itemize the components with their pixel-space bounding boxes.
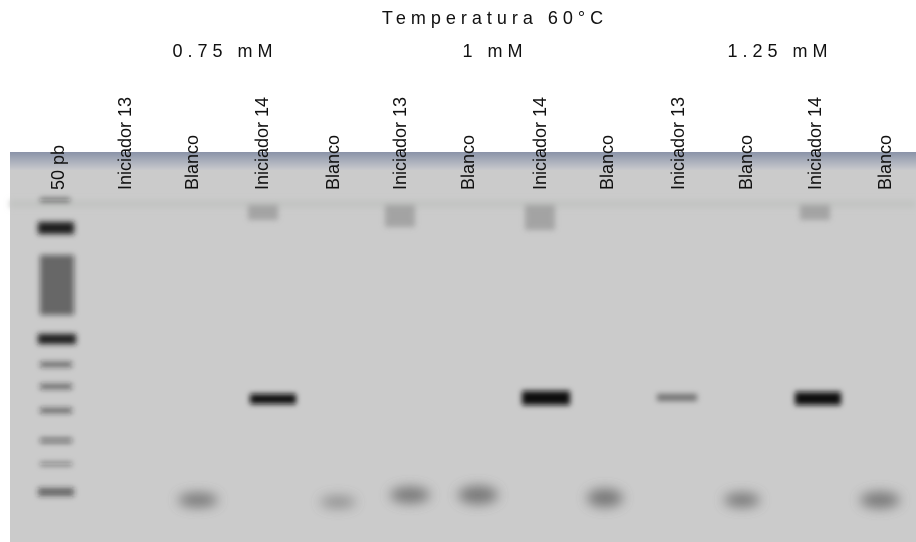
group-label: 1.25 mM [727,41,832,61]
lane-label: Blanco [458,135,478,190]
lane-label: Blanco [875,135,895,190]
group-label: 0.75 mM [172,41,277,61]
lane-label: Iniciador 14 [805,97,825,190]
lane-label: Iniciador 14 [530,97,550,190]
gel [10,152,916,542]
group-label: 1 mM [463,41,528,61]
lane-label: Iniciador 13 [390,97,410,190]
lane-label: Blanco [323,135,343,190]
lane-label: 50 pb [48,145,68,190]
lane-label: Blanco [182,135,202,190]
title: Temperatura 60°C [382,8,608,28]
lane-label: Blanco [736,135,756,190]
lane-label: Iniciador 14 [252,97,272,190]
lane-label: Iniciador 13 [115,97,135,190]
lane-label: Blanco [597,135,617,190]
lane-label: Iniciador 13 [668,97,688,190]
